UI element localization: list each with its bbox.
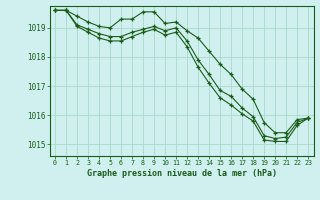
X-axis label: Graphe pression niveau de la mer (hPa): Graphe pression niveau de la mer (hPa) <box>87 169 276 178</box>
